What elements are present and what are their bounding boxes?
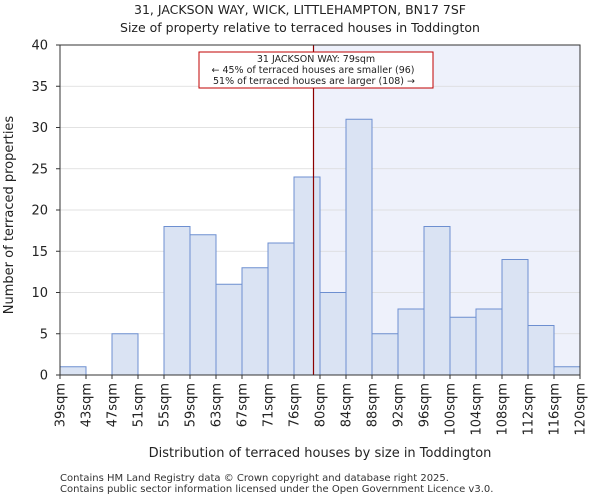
y-tick-label: 0 xyxy=(40,369,48,384)
histogram-bar xyxy=(163,226,191,376)
chart-title: 31, JACKSON WAY, WICK, LITTLEHAMPTON, BN… xyxy=(134,2,466,17)
footer-licence: Contains public sector information licen… xyxy=(60,484,494,495)
x-tick-label: 104sqm xyxy=(470,383,485,436)
histogram-bar xyxy=(59,366,87,376)
x-tick-label: 88sqm xyxy=(366,383,381,427)
histogram-bar xyxy=(345,118,373,376)
x-axis-label: Distribution of terraced houses by size … xyxy=(149,446,492,461)
histogram-bar xyxy=(397,308,425,376)
histogram-bar xyxy=(189,234,217,376)
x-tick-label: 84sqm xyxy=(340,383,355,427)
x-tick-label: 51sqm xyxy=(132,383,147,427)
y-tick-label: 30 xyxy=(31,121,48,136)
x-tick-label: 112sqm xyxy=(522,383,537,436)
y-tick-label: 40 xyxy=(31,39,48,54)
y-tick-label: 35 xyxy=(31,80,48,95)
histogram-bar xyxy=(449,316,477,376)
histogram-bar xyxy=(527,325,555,376)
x-tick-label: 108sqm xyxy=(496,383,511,436)
x-tick-label: 120sqm xyxy=(574,383,589,436)
x-tick-label: 39sqm xyxy=(54,383,69,427)
y-axis-label: Number of terraced properties xyxy=(2,116,17,315)
histogram-bar xyxy=(553,366,581,376)
x-tick-label: 100sqm xyxy=(444,383,459,436)
histogram-bar xyxy=(423,226,451,376)
x-tick-label: 59sqm xyxy=(184,383,199,427)
x-tick-label: 67sqm xyxy=(236,383,251,427)
annotation-box xyxy=(198,51,434,89)
x-tick-label: 63sqm xyxy=(210,383,225,427)
x-tick-label: 43sqm xyxy=(80,383,95,427)
x-tick-label: 116sqm xyxy=(548,383,563,436)
histogram-bar xyxy=(215,283,243,376)
histogram-bar xyxy=(371,333,399,376)
histogram-bar xyxy=(501,259,529,376)
y-tick-label: 20 xyxy=(31,204,48,219)
x-tick-label: 96sqm xyxy=(418,383,433,427)
y-tick-label: 5 xyxy=(40,327,48,342)
histogram-bar xyxy=(319,292,347,376)
x-tick-label: 76sqm xyxy=(288,383,303,427)
x-tick-label: 47sqm xyxy=(106,383,121,427)
y-tick-label: 25 xyxy=(31,162,48,177)
y-tick-label: 15 xyxy=(31,245,48,260)
histogram-bar xyxy=(267,242,295,376)
x-tick-label: 80sqm xyxy=(314,383,329,427)
histogram-bar xyxy=(475,308,503,376)
y-tick-label: 10 xyxy=(31,286,48,301)
histogram-bar xyxy=(111,333,139,376)
annotation-line-3: 51% of terraced houses are larger (108) … xyxy=(213,76,415,87)
annotation-line-1: 31 JACKSON WAY: 79sqm xyxy=(257,54,375,65)
x-tick-label: 55sqm xyxy=(158,383,173,427)
histogram-bar xyxy=(293,176,321,376)
chart-subtitle: Size of property relative to terraced ho… xyxy=(120,20,480,35)
histogram-bar xyxy=(241,267,269,376)
annotation-line-2: ← 45% of terraced houses are smaller (96… xyxy=(211,65,414,76)
x-tick-label: 71sqm xyxy=(262,383,277,427)
footer-copyright: Contains HM Land Registry data © Crown c… xyxy=(60,473,449,484)
x-tick-label: 92sqm xyxy=(392,383,407,427)
histogram-chart: 0 5 10 15 20 25 30 35 40 39sqm 43sqm 47sqm 51sqm 55s… xyxy=(2,39,589,462)
